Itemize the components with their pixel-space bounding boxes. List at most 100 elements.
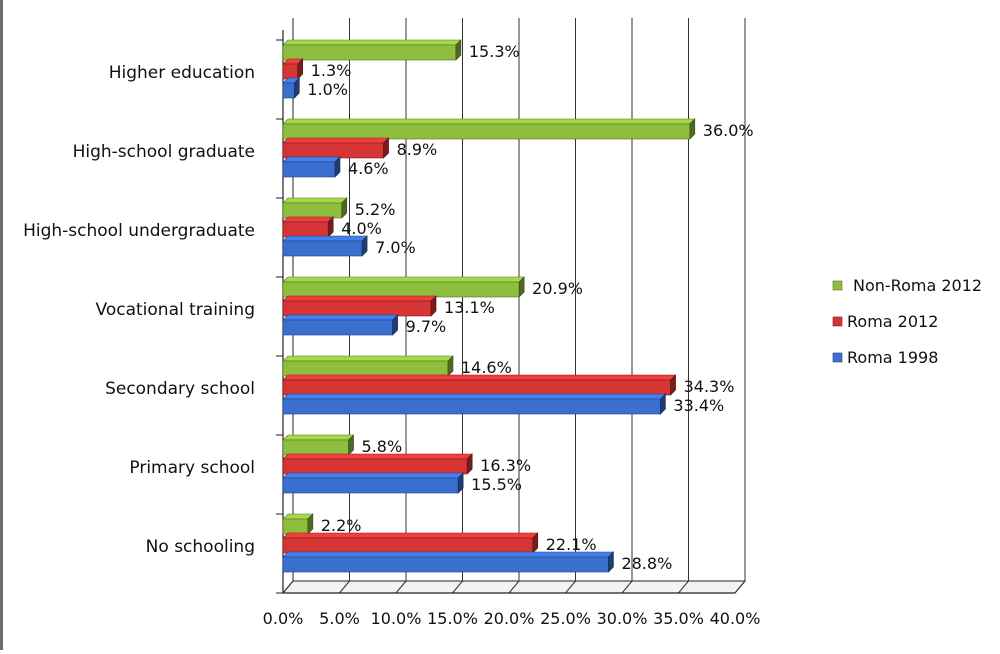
bar-front-face	[282, 161, 336, 178]
bar-top-face	[282, 295, 437, 302]
bar-side-face	[348, 434, 354, 456]
value-label: 14.6%	[461, 358, 512, 377]
category-labels: Higher education High-school graduate High…	[23, 63, 255, 557]
bar-front-face	[282, 458, 468, 475]
value-label: 36.0%	[703, 121, 754, 140]
bar	[282, 235, 368, 257]
legend-item: Non-Roma 2012	[832, 276, 982, 295]
gridline-depth	[452, 580, 463, 594]
bar-front-face	[282, 202, 343, 219]
bar	[282, 513, 314, 535]
value-label: 1.3%	[311, 61, 352, 80]
bar-front-face	[282, 300, 432, 317]
value-label: 33.4%	[673, 396, 724, 415]
legend-label: Roma 2012	[847, 312, 938, 331]
bar-top-face	[282, 118, 696, 125]
category-label: Higher education	[109, 63, 255, 83]
value-label: 8.9%	[397, 140, 438, 159]
bar-front-face	[282, 142, 384, 159]
bar	[282, 434, 355, 456]
value-labels: 15.3% 1.3%1.0% 36.0% 8.9% 4.6% 5.2%4.0%7.0% 20…	[307, 42, 753, 573]
x-tick-labels: 0.0% 5.0% 10.0% 15.0% 20.0% 25.0% 30.0% 35.0% 40…	[263, 609, 761, 628]
bar-front-face	[282, 537, 534, 554]
gridline-depth	[678, 580, 689, 594]
value-label: 22.1%	[546, 535, 597, 554]
bar	[282, 137, 390, 159]
x-tick-label: 20.0%	[484, 609, 535, 628]
bar-top-face	[282, 276, 525, 283]
x-tick-label: 30.0%	[597, 609, 648, 628]
x-tick-label: 10.0%	[371, 609, 422, 628]
category-label: Vocational training	[96, 300, 255, 320]
bar-side-face	[660, 393, 666, 415]
bar	[282, 39, 462, 61]
bar	[282, 156, 341, 178]
value-label: 13.1%	[444, 298, 495, 317]
bar-side-face	[608, 551, 614, 573]
value-label: 9.7%	[406, 317, 447, 336]
legend-label: Roma 1998	[847, 348, 938, 367]
bar-side-face	[466, 453, 473, 475]
legend-swatch	[832, 352, 843, 363]
gridline-depth	[565, 580, 576, 594]
bar	[282, 374, 677, 396]
legend: Non-Roma 2012 Roma 2012 Roma 1998	[832, 276, 982, 367]
bar-front-face	[282, 360, 449, 377]
bar-side-face	[447, 355, 454, 377]
bar	[282, 295, 437, 317]
bar-side-face	[297, 58, 303, 80]
value-label: 15.5%	[471, 475, 522, 494]
bar-front-face	[282, 319, 393, 336]
x-tick-label: 40.0%	[710, 609, 761, 628]
bar-front-face	[282, 379, 671, 396]
legend-swatch	[832, 316, 843, 327]
bar	[282, 532, 539, 554]
legend-swatch	[832, 280, 843, 291]
bar	[282, 216, 334, 238]
bar	[282, 355, 454, 377]
bar-top-face	[282, 314, 399, 321]
bar	[282, 58, 304, 80]
value-label: 1.0%	[307, 80, 348, 99]
bar-front-face	[282, 82, 295, 99]
bar-side-face	[341, 197, 348, 219]
legend-item: Roma 2012	[832, 312, 938, 331]
bar-top-face	[282, 472, 464, 479]
bar-side-face	[670, 374, 676, 396]
window-edge	[0, 0, 3, 650]
bar-side-face	[457, 472, 464, 494]
bar	[282, 197, 348, 219]
bar-front-face	[282, 556, 609, 573]
value-label: 7.0%	[375, 238, 416, 257]
gridline-depth	[508, 580, 520, 594]
bar-side-face	[293, 77, 300, 99]
bar-front-face	[282, 477, 459, 494]
bar-top-face	[282, 156, 341, 163]
bar-front-face	[282, 221, 329, 238]
bar-side-face	[430, 295, 437, 317]
bar-side-face	[532, 532, 539, 554]
bar-side-face	[327, 216, 334, 238]
bar-top-face	[282, 393, 667, 400]
legend-label: Non-Roma 2012	[853, 276, 982, 295]
value-label: 20.9%	[532, 279, 583, 298]
gridline-depth	[734, 580, 746, 594]
value-label: 4.6%	[348, 159, 389, 178]
category-label: High-school undergraduate	[23, 221, 255, 241]
bar-front-face	[282, 44, 457, 61]
bar-top-face	[282, 137, 390, 144]
x-tick-label: 5.0%	[319, 609, 360, 628]
value-label: 4.0%	[341, 219, 382, 238]
x-tick-label: 35.0%	[653, 609, 704, 628]
bar-top-face	[282, 197, 348, 204]
bar-front-face	[282, 518, 309, 535]
bar-front-face	[282, 281, 520, 298]
value-label: 2.2%	[321, 516, 362, 535]
bar-top-face	[282, 355, 454, 362]
bar	[282, 393, 667, 415]
bar-front-face	[282, 398, 661, 415]
bar-side-face	[307, 513, 314, 535]
x-tick-label: 0.0%	[263, 609, 304, 628]
bar-side-face	[455, 39, 462, 61]
